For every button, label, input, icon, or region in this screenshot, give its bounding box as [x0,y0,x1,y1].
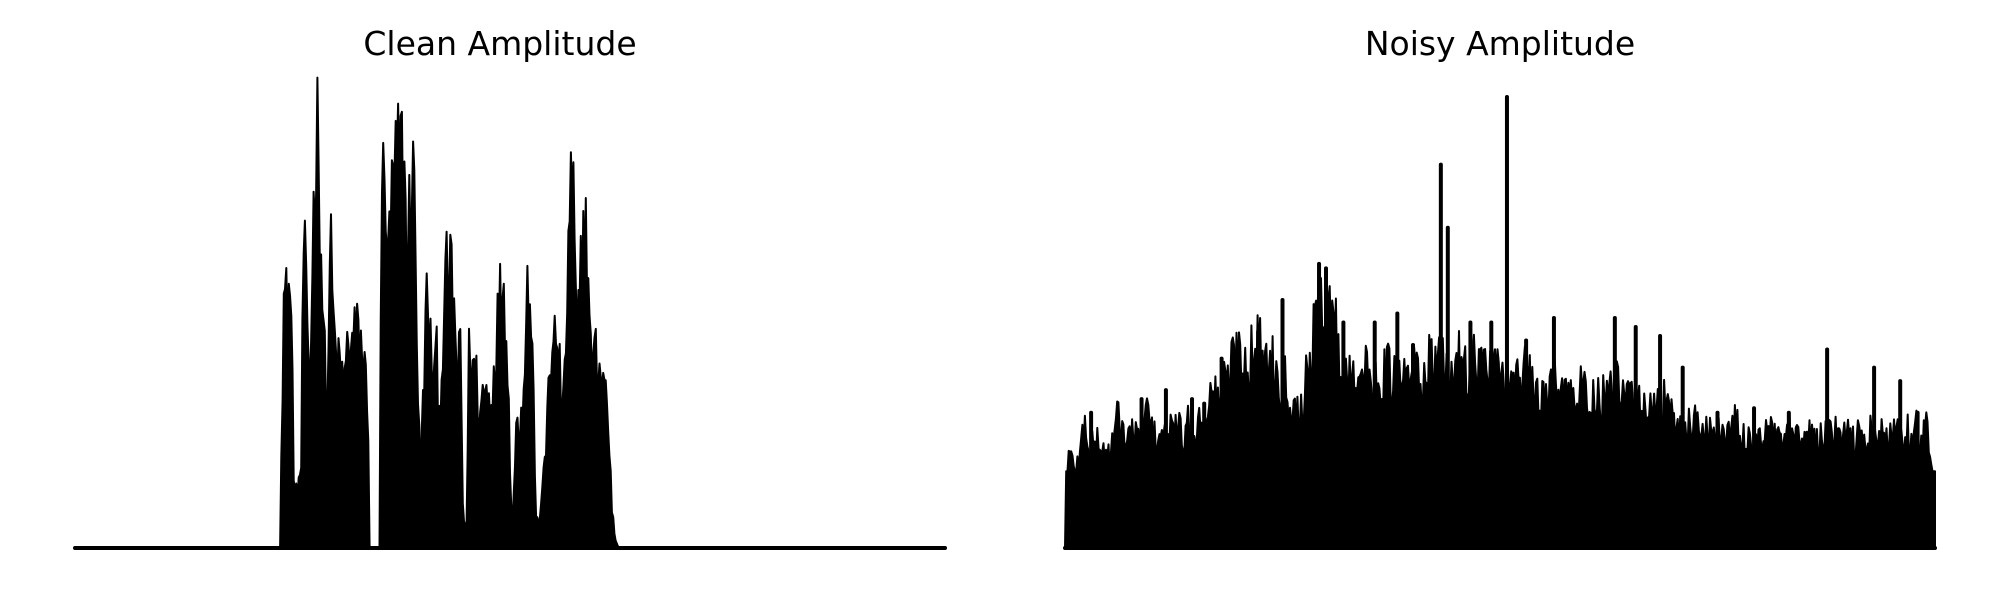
amplitude-area-0 [74,76,946,549]
amplitude-area-1 [1064,266,1936,549]
noisy-amplitude-panel: Noisy Amplitude [1000,0,2000,600]
clean-amplitude-panel: Clean Amplitude [73,24,947,550]
noisy-amplitude-plot [1063,95,1937,550]
clean-amplitude-title: Clean Amplitude [363,24,637,63]
clean-amplitude-plot [73,76,947,550]
noisy-amplitude-title: Noisy Amplitude [1364,24,1636,63]
